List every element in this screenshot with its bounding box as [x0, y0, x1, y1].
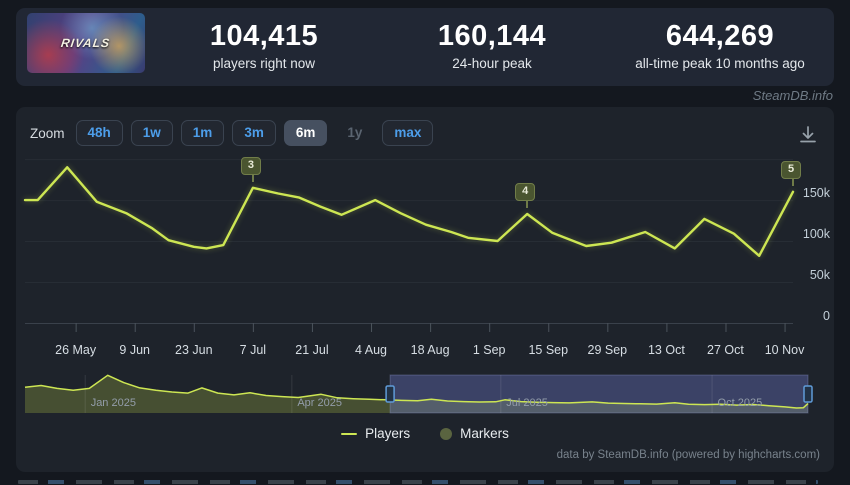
stat-value: 644,269 [665, 19, 775, 52]
stat-2: 644,269 all-time peak 10 months ago [606, 14, 834, 76]
x-axis-label: 26 May [55, 343, 97, 357]
y-axis-label: 0 [823, 309, 830, 323]
stat-value: 104,415 [209, 19, 319, 52]
legend-item-markers[interactable]: Markers [440, 426, 509, 441]
y-axis-label: 150k [802, 186, 830, 201]
plot-area[interactable] [25, 155, 793, 323]
stat-label: players right now [212, 55, 316, 71]
marker-badge-4[interactable]: 4 [515, 183, 536, 201]
zoom-button-1m[interactable]: 1m [180, 120, 225, 146]
stats-bar [16, 8, 834, 86]
navigator-right-handle[interactable] [803, 385, 813, 403]
x-axis-label: 10 Nov [764, 343, 805, 357]
stat-label: 24-hour peak [452, 55, 532, 71]
navigator-left-handle[interactable] [385, 385, 395, 403]
players-swatch-icon [341, 432, 358, 435]
chart-legend: Players Markers [16, 426, 834, 441]
stat-value: 160,144 [437, 19, 547, 52]
stats-row: 104,415 players right now 160,144 24-hour p… [150, 14, 834, 76]
x-axis-label: 9 Jun [119, 343, 150, 357]
x-axis-label: 15 Sep [528, 343, 569, 357]
x-axis-label: 23 Jun [175, 343, 213, 357]
zoom-button-max[interactable]: max [382, 120, 434, 146]
x-axis-label: 13 Oct [647, 343, 685, 357]
zoom-button-48h[interactable]: 48h [75, 120, 123, 146]
zoom-label: Zoom [30, 125, 65, 141]
download-chart-button[interactable] [797, 124, 819, 146]
steamdb-watermark: SteamDB.info [752, 88, 833, 103]
marker-stem [792, 178, 794, 186]
zoom-button-3m[interactable]: 3m [232, 120, 276, 146]
stat-0: 104,415 players right now [150, 14, 378, 76]
download-icon [800, 126, 816, 143]
marker-badge-5[interactable]: 5 [781, 160, 802, 179]
marker-badge-3[interactable]: 3 [240, 156, 261, 175]
clipped-footnote-text [18, 480, 818, 484]
navigator-month-label: Apr 2025 [297, 397, 342, 409]
marker-stem [251, 174, 254, 182]
navigator-month-label: Oct 2025 [717, 397, 763, 409]
x-axis-label: 4 Aug [355, 343, 387, 357]
stat-label: all-time peak 10 months ago [635, 55, 805, 71]
zoom-toolbar: Zoom 48h 1w 1m 3m 6m 1y max [30, 119, 434, 147]
zoom-button-1w[interactable]: 1w [130, 120, 173, 146]
chart-credit: data by SteamDB.info (powered by highcha… [556, 449, 820, 461]
navigator-month-label: Jul 2025 [506, 397, 548, 409]
zoom-buttons: 48h 1w 1m 3m 6m 1y max [75, 120, 434, 146]
stat-1: 160,144 24-hour peak [378, 14, 606, 76]
legend-label: Markers [460, 426, 509, 441]
x-axis-label: 7 Jul [239, 343, 267, 357]
game-logo: RIVALS [60, 36, 112, 50]
zoom-button-6m[interactable]: 6m [283, 120, 328, 146]
legend-label: Players [365, 426, 411, 441]
x-axis-label: 18 Aug [410, 343, 450, 357]
x-axis-label: 21 Jul [295, 343, 329, 357]
markers-swatch-icon [440, 427, 453, 440]
x-axis-label: 27 Oct [707, 343, 744, 357]
legend-item-players[interactable]: Players [341, 426, 410, 441]
game-capsule-image[interactable]: RIVALS [27, 13, 145, 73]
y-axis-label: 100k [802, 227, 830, 242]
zoom-button-1y: 1y [335, 120, 374, 146]
y-axis-label: 50k [809, 268, 830, 283]
x-axis-label: 29 Sep [587, 343, 628, 357]
marker-stem [526, 201, 529, 208]
navigator-month-label: Jan 2025 [90, 397, 136, 409]
x-axis-label: 1 Sep [472, 343, 506, 357]
